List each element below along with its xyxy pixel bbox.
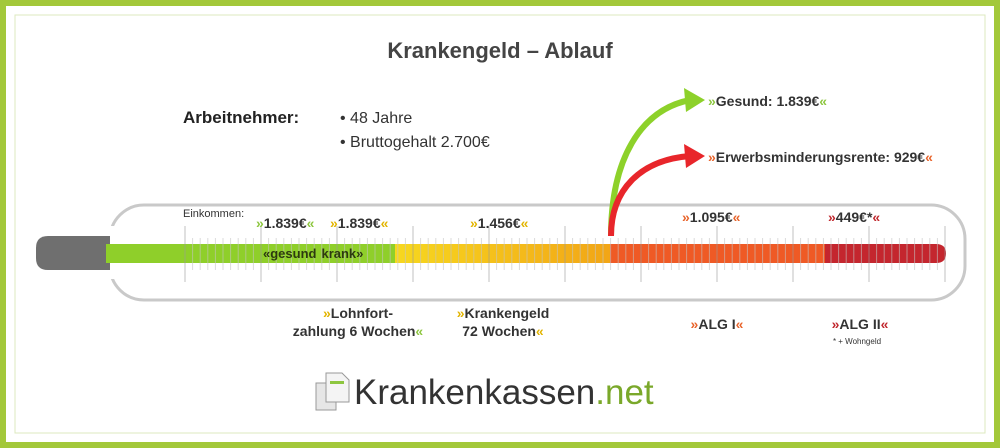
phase-label: »ALG I« bbox=[691, 316, 744, 332]
chevron: « bbox=[733, 209, 741, 225]
amount: »1.839€« bbox=[330, 215, 389, 231]
amount: »1.095€« bbox=[682, 209, 741, 225]
phase-text: Krankengeld bbox=[464, 305, 549, 321]
chevron: » bbox=[828, 209, 836, 225]
amount-text: 1.839€ bbox=[264, 215, 307, 231]
state-label: «gesund krank» bbox=[263, 246, 363, 261]
phase-text: zahlung 6 Wochen bbox=[293, 323, 416, 339]
chevron: « bbox=[381, 215, 389, 231]
logo-name: Krankenkassen bbox=[354, 373, 595, 412]
amount-text: 1.456€ bbox=[478, 215, 521, 231]
item-text: Bruttogehalt 2.700€ bbox=[350, 134, 490, 151]
employee-item: • Bruttogehalt 2.700€ bbox=[340, 134, 490, 151]
outcome-text: Erwerbsminderungsrente: 929€ bbox=[716, 149, 926, 165]
chevron: » bbox=[356, 246, 363, 261]
doc-line bbox=[330, 381, 344, 384]
chevron: « bbox=[819, 93, 827, 109]
logo-suffix: .net bbox=[595, 373, 654, 412]
outcome-label: »Gesund: 1.839€« bbox=[708, 93, 827, 109]
phase-text: ALG I bbox=[698, 316, 735, 332]
state-healthy: gesund bbox=[270, 246, 316, 261]
chevron: » bbox=[330, 215, 338, 231]
arrow-head bbox=[684, 144, 705, 168]
amount-text: 449€* bbox=[836, 209, 873, 225]
bulb bbox=[36, 236, 110, 270]
chevron: « bbox=[307, 215, 315, 231]
bar-red bbox=[825, 244, 946, 263]
chevron: « bbox=[521, 215, 529, 231]
bullet: • bbox=[340, 134, 350, 151]
phase-label: zahlung 6 Wochen« bbox=[293, 323, 424, 339]
arrow-head bbox=[684, 88, 705, 112]
employee-item: • 48 Jahre bbox=[340, 110, 412, 127]
state-sick: krank bbox=[321, 246, 356, 261]
chevron: » bbox=[256, 215, 264, 231]
footnote: * + Wohngeld bbox=[833, 337, 881, 346]
chevron: « bbox=[415, 323, 423, 339]
doc-front bbox=[325, 372, 350, 403]
amount: »1.839€« bbox=[256, 215, 315, 231]
phase-label: »ALG II« bbox=[832, 316, 889, 332]
chevron: » bbox=[682, 209, 690, 225]
amount-text: 1.839€ bbox=[338, 215, 381, 231]
amount-text: 1.095€ bbox=[690, 209, 733, 225]
item-text: 48 Jahre bbox=[350, 110, 412, 127]
phase-text: ALG II bbox=[839, 316, 880, 332]
chevron: « bbox=[881, 316, 889, 332]
logo: Krankenkassen.net bbox=[354, 373, 654, 412]
phase-label: 72 Wochen« bbox=[462, 323, 544, 339]
inner-frame bbox=[14, 14, 986, 434]
chevron: « bbox=[263, 246, 270, 261]
scale-ticks bbox=[184, 226, 946, 282]
amount: »1.456€« bbox=[470, 215, 529, 231]
chevron: » bbox=[832, 316, 840, 332]
outcome-label: »Erwerbsminderungsrente: 929€« bbox=[708, 149, 933, 165]
arrow-pension bbox=[608, 153, 691, 237]
logo-icon bbox=[315, 372, 350, 411]
phase-label: »Lohnfort- bbox=[323, 305, 393, 321]
chevron: « bbox=[872, 209, 880, 225]
chevron: » bbox=[708, 93, 716, 109]
axis-label: Einkommen: bbox=[183, 208, 244, 220]
chevron: » bbox=[323, 305, 331, 321]
chevron: « bbox=[925, 149, 933, 165]
bar-yellow bbox=[395, 244, 611, 263]
phase-text: Lohnfort- bbox=[331, 305, 394, 321]
chevron: » bbox=[470, 215, 478, 231]
chevron: » bbox=[708, 149, 716, 165]
phase-text: 72 Wochen bbox=[462, 323, 536, 339]
phase-label: »Krankengeld bbox=[457, 305, 550, 321]
chevron: « bbox=[536, 323, 544, 339]
chevron: « bbox=[736, 316, 744, 332]
title: Krankengeld – Ablauf bbox=[387, 38, 613, 63]
bullet: • bbox=[340, 110, 350, 127]
bar-green bbox=[106, 244, 396, 263]
chevron: » bbox=[457, 305, 465, 321]
outcome-text: Gesund: 1.839€ bbox=[716, 93, 820, 109]
amount: »449€*« bbox=[828, 209, 880, 225]
employee-label: Arbeitnehmer: bbox=[183, 108, 299, 127]
bar-orange bbox=[610, 244, 826, 263]
chevron: » bbox=[691, 316, 699, 332]
